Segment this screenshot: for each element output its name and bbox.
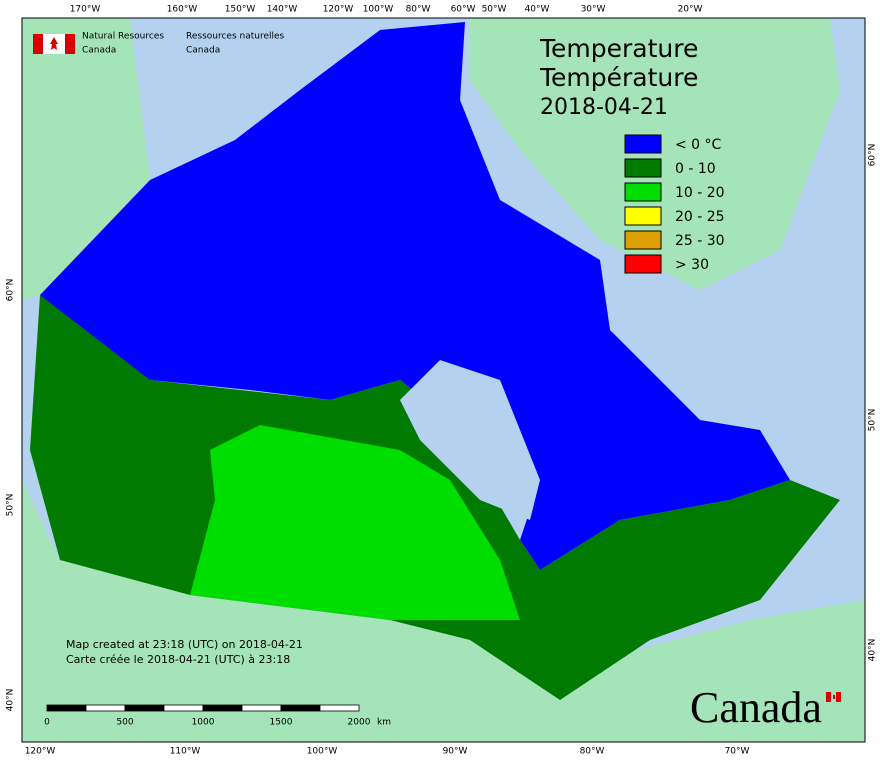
graticule-label: 40°W bbox=[525, 5, 550, 15]
scale-segment bbox=[85, 704, 126, 712]
scale-segment bbox=[280, 704, 321, 712]
org-en: Canada bbox=[82, 46, 116, 56]
legend-swatch bbox=[624, 134, 662, 154]
scale-label: 2000 bbox=[348, 718, 371, 728]
graticule-label: 120°W bbox=[25, 747, 56, 757]
map-frame bbox=[21, 17, 866, 743]
graticule-label: 170°W bbox=[70, 5, 101, 15]
region-10-20 bbox=[190, 425, 520, 620]
graticule-label: 40°N bbox=[868, 639, 878, 662]
scale-label: 0 bbox=[44, 718, 50, 728]
org-fr: Canada bbox=[186, 46, 220, 56]
us-land bbox=[22, 480, 865, 742]
title-fr: Température bbox=[539, 63, 698, 92]
graticule-label: 50°W bbox=[482, 5, 507, 15]
graticule-label: 60°N bbox=[868, 144, 878, 167]
graticule-label: 30°W bbox=[581, 5, 606, 15]
graticule-label: 150°W bbox=[225, 5, 256, 15]
scale-bar: 0 500 1000 1500 2000 km bbox=[44, 704, 391, 728]
graticule-label: 100°W bbox=[307, 747, 338, 757]
legend-label: 25 - 30 bbox=[675, 233, 725, 249]
title-date: 2018-04-21 bbox=[540, 95, 668, 120]
wordmark-flag bbox=[826, 692, 841, 702]
legend-label: > 30 bbox=[675, 257, 709, 273]
alaska bbox=[22, 18, 150, 300]
graticule-label: 60°W bbox=[451, 5, 476, 15]
scale-label: 500 bbox=[116, 718, 133, 728]
scale-segment bbox=[163, 704, 204, 712]
wordmark: Canada bbox=[690, 683, 822, 732]
graticule-label: 80°W bbox=[580, 747, 605, 757]
legend-swatch bbox=[624, 230, 662, 250]
legend-swatch bbox=[624, 182, 662, 202]
scale-segment bbox=[319, 704, 360, 712]
legend-label: < 0 °C bbox=[675, 137, 722, 153]
title-en: Temperature bbox=[539, 34, 698, 63]
credit: Map created at 23:18 (UTC) on 2018-04-21 bbox=[66, 638, 303, 651]
scale-label: 1000 bbox=[192, 718, 215, 728]
legend-label: 0 - 10 bbox=[675, 161, 716, 177]
org-en: Natural Resources bbox=[82, 32, 164, 42]
scale-segment bbox=[124, 704, 165, 712]
greenland bbox=[470, 18, 840, 290]
scale-segment bbox=[202, 704, 243, 712]
graticule-label: 40°N bbox=[6, 689, 16, 712]
graticule-label: 110°W bbox=[170, 747, 201, 757]
legend-swatch bbox=[624, 158, 662, 178]
graticule-label: 90°W bbox=[443, 747, 468, 757]
flag bbox=[33, 34, 75, 54]
legend-swatch bbox=[624, 206, 662, 226]
scale-unit: km bbox=[377, 718, 391, 728]
scale-label: 1500 bbox=[270, 718, 293, 728]
scale-segment bbox=[46, 704, 87, 712]
graticule-labels: 170°W 160°W 150°W 140°W 120°W 100°W 80°W 60°W 50… bbox=[6, 5, 878, 757]
legend: < 0 °C 0 - 10 10 - 20 20 - 25 25 - 30 > 30 bbox=[624, 134, 725, 274]
graticule-label: 50°N bbox=[868, 409, 878, 432]
scale-segment bbox=[241, 704, 282, 712]
graticule-label: 60°N bbox=[6, 279, 16, 302]
legend-swatch bbox=[624, 254, 662, 274]
graticule-label: 160°W bbox=[167, 5, 198, 15]
graticule-label: 140°W bbox=[267, 5, 298, 15]
org-fr: Ressources naturelles bbox=[186, 32, 285, 42]
graticule-label: 120°W bbox=[323, 5, 354, 15]
graticule-label: 50°N bbox=[6, 494, 16, 517]
credit: Carte créée le 2018-04-21 (UTC) à 23:18 bbox=[66, 653, 290, 666]
hudson-bay bbox=[400, 360, 540, 520]
legend-label: 10 - 20 bbox=[675, 185, 725, 201]
graticule-label: 70°W bbox=[725, 747, 750, 757]
region-below-0 bbox=[40, 22, 790, 570]
legend-label: 20 - 25 bbox=[675, 209, 725, 225]
graticule-label: 20°W bbox=[678, 5, 703, 15]
graticule-label: 80°W bbox=[406, 5, 431, 15]
graticule-label: 100°W bbox=[363, 5, 394, 15]
